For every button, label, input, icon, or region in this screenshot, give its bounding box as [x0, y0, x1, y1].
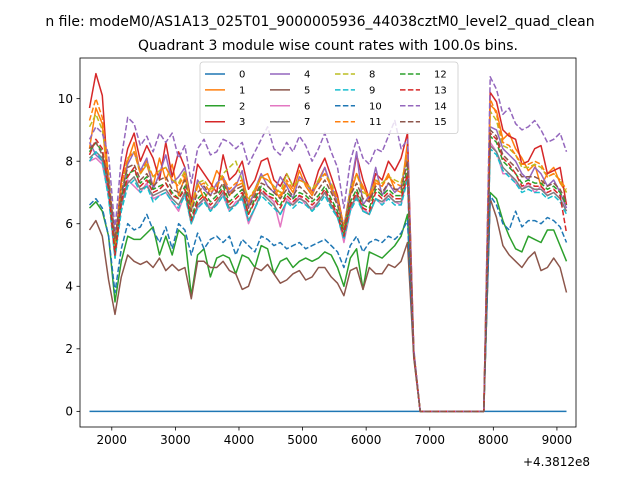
y-tick-label: 6 — [65, 217, 73, 231]
y-tick-label: 0 — [65, 405, 73, 419]
legend-box — [199, 61, 459, 134]
legend-label-6: 6 — [304, 101, 310, 112]
legend-label-14: 14 — [434, 101, 447, 112]
legend-label-8: 8 — [369, 70, 375, 81]
series-line-6 — [89, 141, 568, 413]
legend-label-13: 13 — [434, 85, 447, 96]
series-line-11 — [88, 97, 568, 413]
y-tick-label: 2 — [65, 342, 73, 356]
legend-label-1: 1 — [239, 85, 245, 96]
x-tick-label: 3000 — [160, 433, 191, 447]
figure-suptitle: n file: modeM0/AS1A13_025T01_9000005936_… — [45, 14, 594, 30]
series-line-2 — [88, 191, 568, 413]
legend-label-0: 0 — [239, 70, 245, 81]
chart-title: Quadrant 3 module wise count rates with … — [138, 38, 518, 54]
legend-label-4: 4 — [304, 70, 310, 81]
series-line-10 — [88, 194, 568, 413]
plot-area — [88, 72, 568, 413]
x-tick-label: 6000 — [351, 433, 382, 447]
series-line-15 — [88, 129, 568, 413]
legend-label-15: 15 — [434, 117, 447, 128]
x-offset-label: +4.3812e8 — [523, 455, 590, 469]
series-line-13 — [88, 132, 568, 413]
x-tick-label: 4000 — [224, 433, 255, 447]
y-tick-label: 4 — [65, 280, 73, 294]
axes-frame — [79, 57, 577, 428]
x-tick-label: 2000 — [97, 433, 128, 447]
series-line-12 — [88, 135, 568, 413]
x-tick-label: 5000 — [287, 433, 318, 447]
legend-label-12: 12 — [434, 70, 447, 81]
legend-label-10: 10 — [369, 101, 382, 112]
x-tick-label: 9000 — [542, 433, 573, 447]
series-line-14 — [88, 76, 568, 413]
series-line-5 — [88, 197, 568, 413]
legend-label-3: 3 — [239, 117, 245, 128]
y-tick-label: 8 — [65, 154, 73, 168]
legend-label-11: 11 — [369, 117, 382, 128]
legend-label-7: 7 — [304, 117, 310, 128]
legend-label-5: 5 — [304, 85, 310, 96]
x-tick-label: 8000 — [478, 433, 509, 447]
legend-label-2: 2 — [239, 101, 245, 112]
legend-label-9: 9 — [369, 85, 375, 96]
y-tick-label: 10 — [58, 92, 73, 106]
x-tick-label: 7000 — [414, 433, 445, 447]
